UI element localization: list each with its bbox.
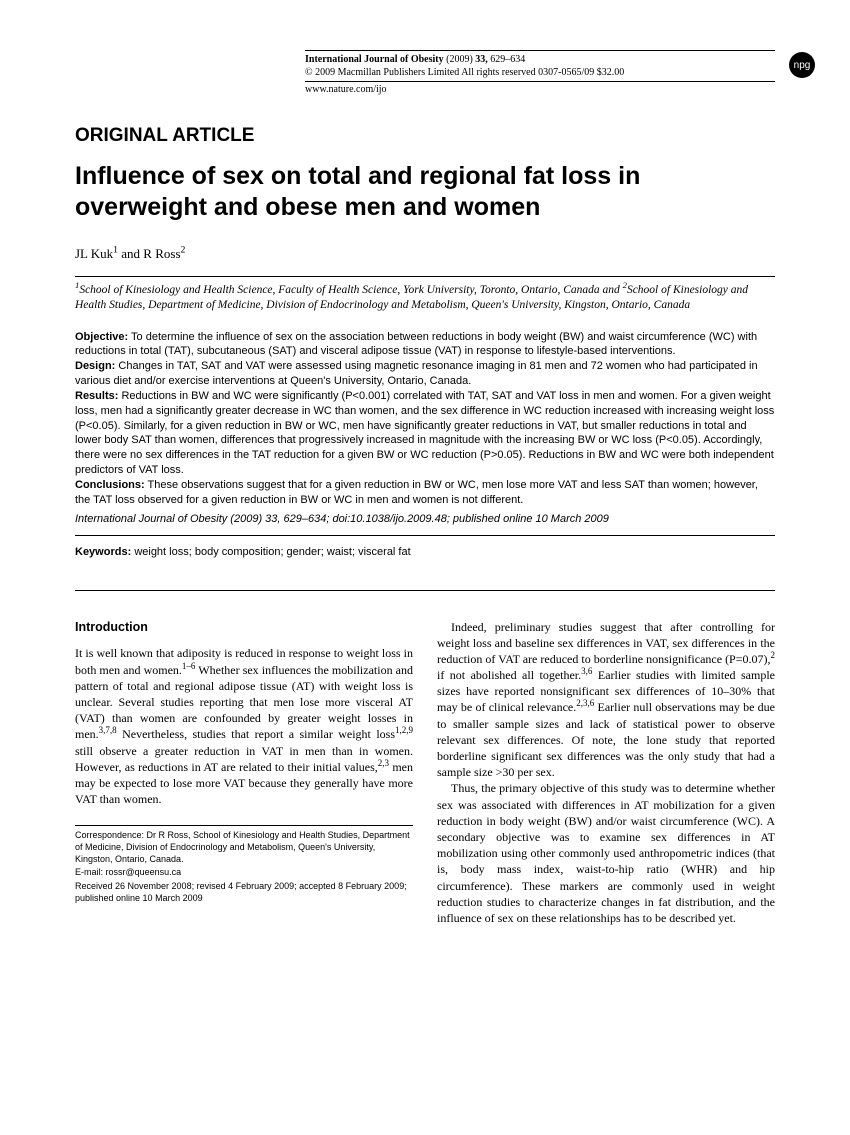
journal-citation: International Journal of Obesity (2009) … xyxy=(305,53,775,66)
divider xyxy=(75,590,775,591)
author-list: JL Kuk1 and R Ross2 xyxy=(75,246,775,262)
copyright-line: © 2009 Macmillan Publishers Limited All … xyxy=(305,66,775,79)
section-heading-introduction: Introduction xyxy=(75,619,413,636)
journal-name: International Journal of Obesity xyxy=(305,54,444,65)
intro-paragraph: Indeed, preliminary studies suggest that… xyxy=(437,619,775,781)
abstract-results: Results: Reductions in BW and WC were si… xyxy=(75,389,775,478)
body-columns: Introduction It is well known that adipo… xyxy=(75,619,775,927)
correspondence: Correspondence: Dr R Ross, School of Kin… xyxy=(75,830,413,865)
abstract-block: Objective: To determine the influence of… xyxy=(75,330,775,527)
citation-line: International Journal of Obesity (2009) … xyxy=(75,512,775,527)
npg-logo-icon: npg xyxy=(789,52,815,78)
received-dates: Received 26 November 2008; revised 4 Feb… xyxy=(75,881,413,904)
keywords-row: Keywords: weight loss; body composition;… xyxy=(75,542,775,562)
article-type: ORIGINAL ARTICLE xyxy=(75,125,775,147)
divider xyxy=(75,535,775,536)
footnotes: Correspondence: Dr R Ross, School of Kin… xyxy=(75,830,413,904)
journal-url[interactable]: www.nature.com/ijo xyxy=(305,84,775,95)
abstract-design: Design: Changes in TAT, SAT and VAT were… xyxy=(75,359,775,389)
article-title: Influence of sex on total and regional f… xyxy=(75,161,775,224)
correspondence-email[interactable]: E-mail: rossr@queensu.ca xyxy=(75,867,413,879)
footnote-divider xyxy=(75,825,413,826)
abstract-conclusions: Conclusions: These observations suggest … xyxy=(75,478,775,508)
affiliations: 1School of Kinesiology and Health Scienc… xyxy=(75,283,775,314)
intro-paragraph: It is well known that adiposity is reduc… xyxy=(75,645,413,807)
divider xyxy=(75,276,775,277)
abstract-objective: Objective: To determine the influence of… xyxy=(75,330,775,360)
journal-header: International Journal of Obesity (2009) … xyxy=(305,50,775,95)
intro-paragraph: Thus, the primary objective of this stud… xyxy=(437,780,775,926)
